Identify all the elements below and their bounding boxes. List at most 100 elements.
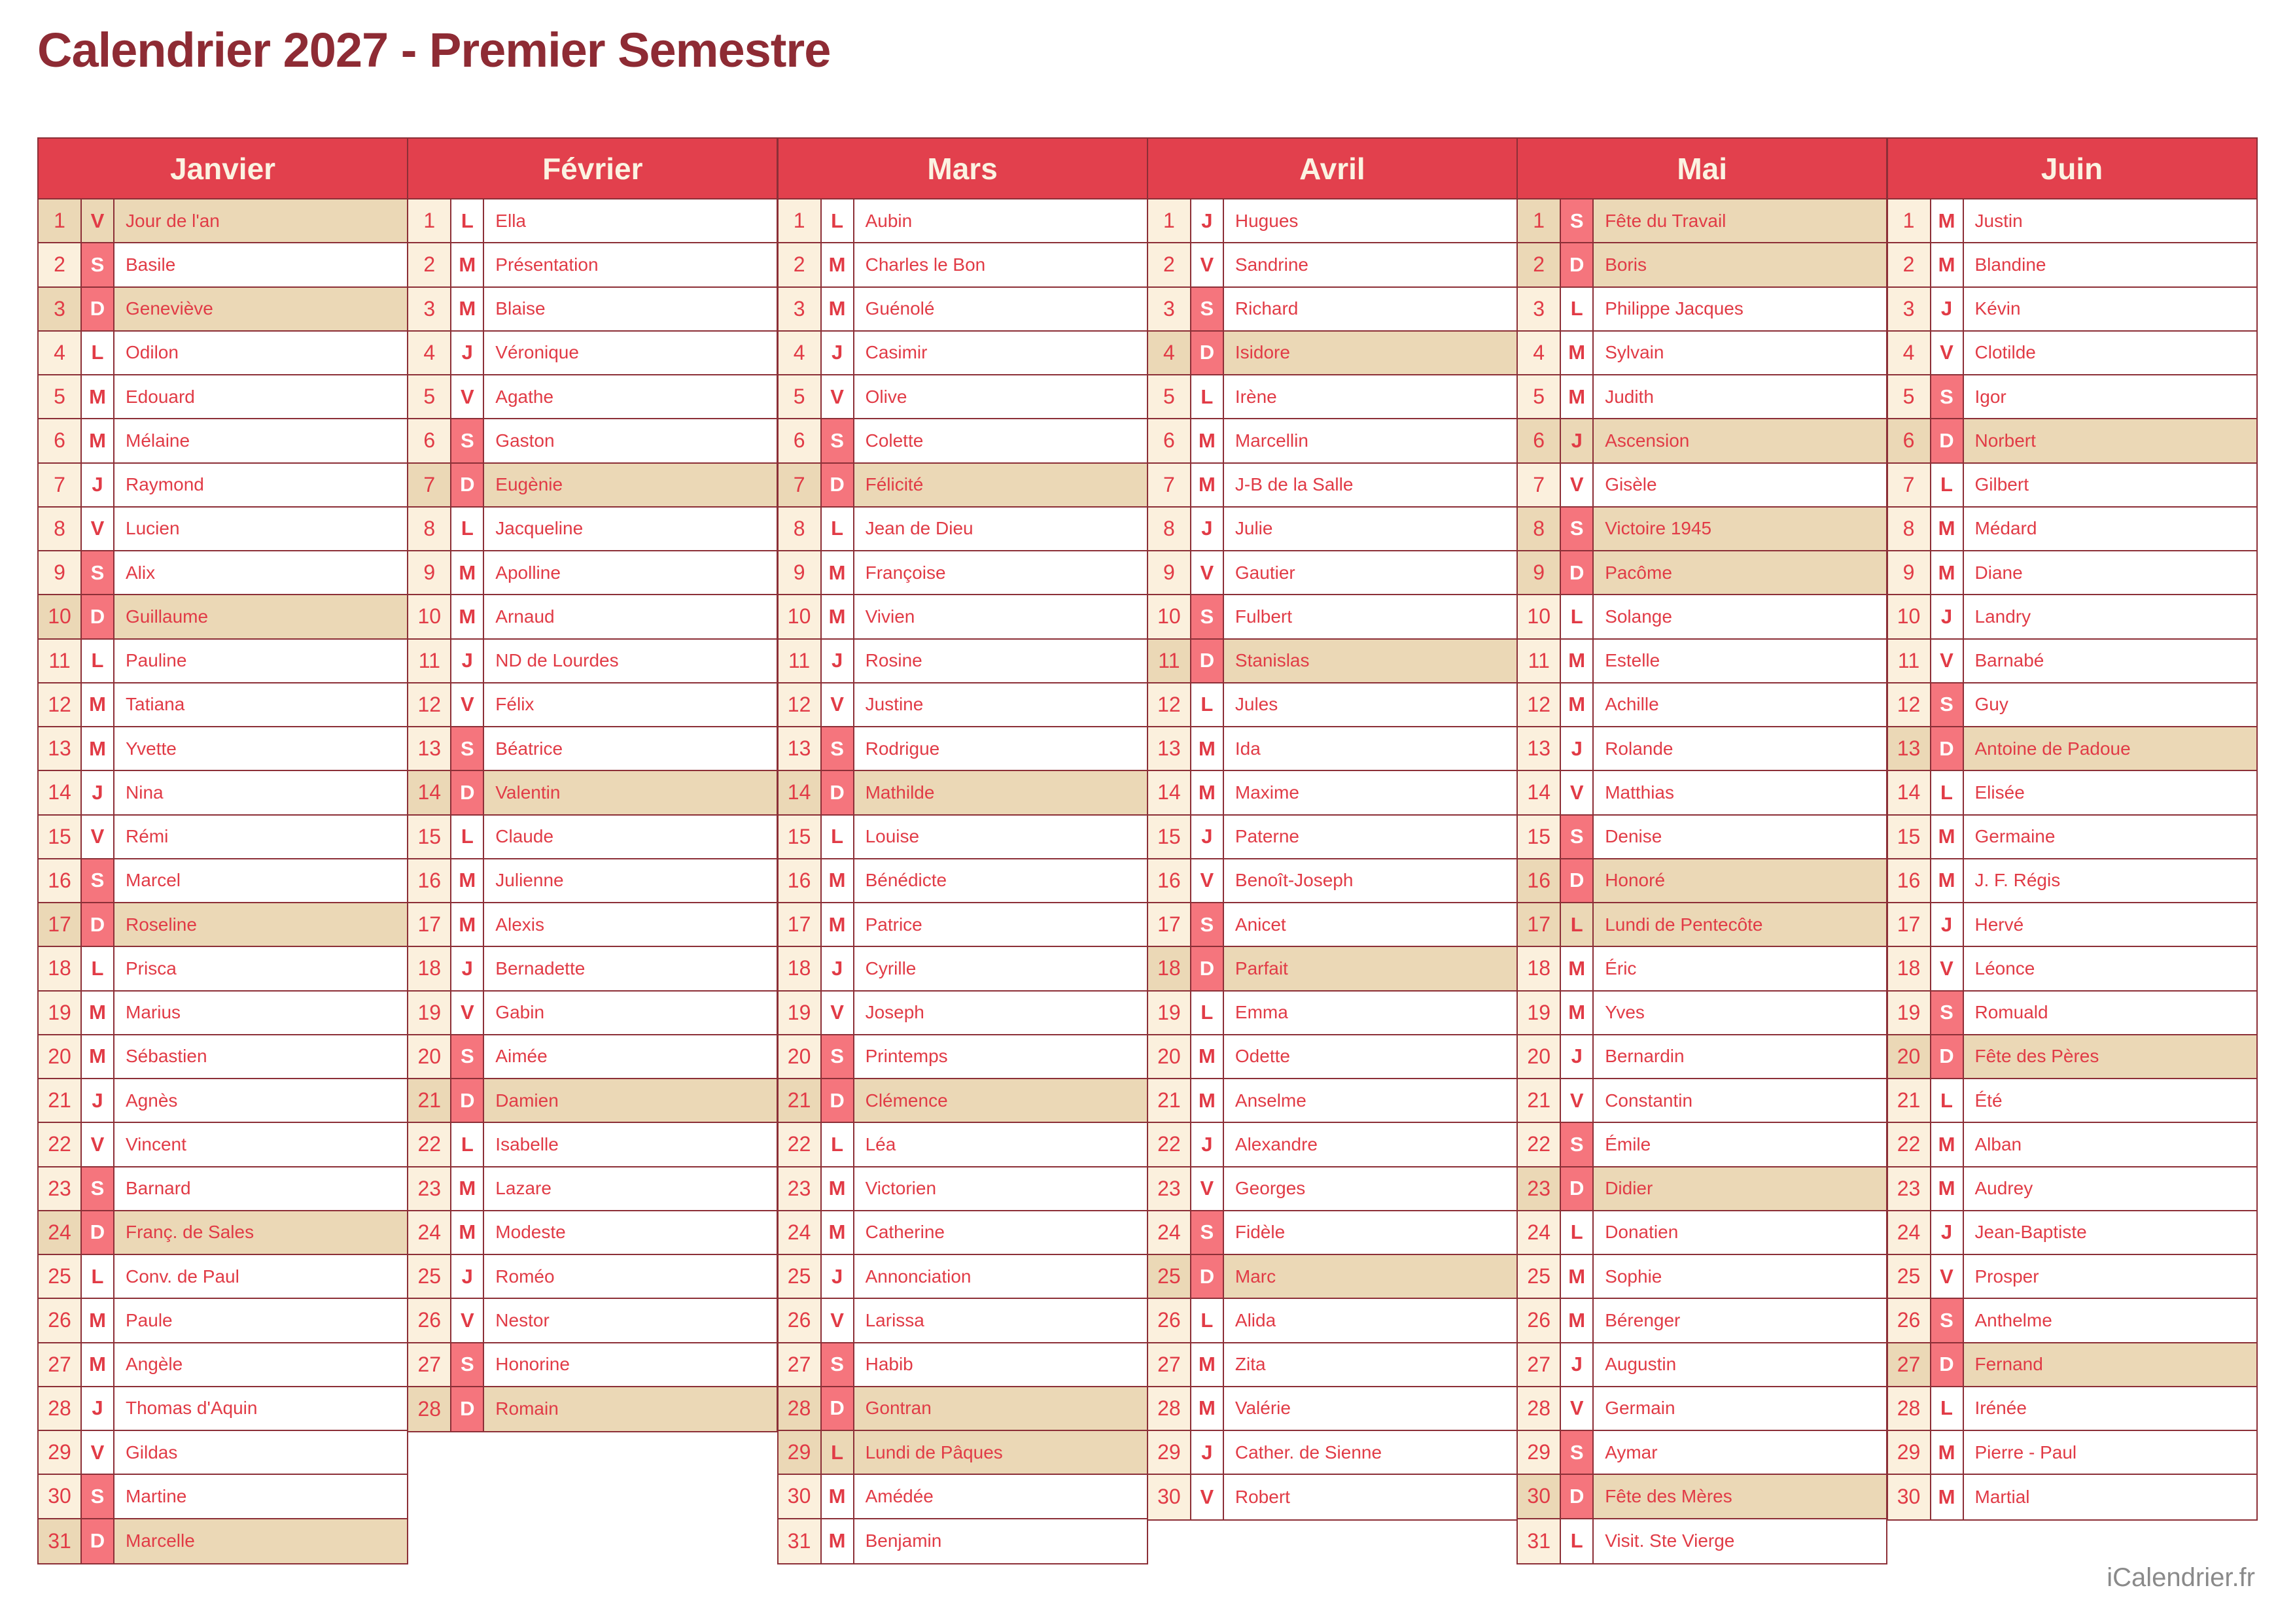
day-row: 25 L Conv. de Paul [39, 1255, 407, 1300]
day-row: 24 M Modeste [408, 1211, 777, 1255]
day-number: 28 [1887, 1387, 1931, 1430]
day-number: 29 [778, 1431, 822, 1474]
weekday-letter: D [82, 595, 114, 638]
day-number: 10 [778, 595, 822, 638]
day-number: 16 [1518, 859, 1562, 902]
day-row: 16 M Julienne [408, 859, 777, 903]
day-name: Victoire 1945 [1594, 507, 1887, 550]
weekday-letter: J [821, 947, 854, 990]
day-row: 17 M Alexis [408, 903, 777, 948]
day-row: 17 L Lundi de Pentecôte [1518, 903, 1887, 948]
day-name: Hervé [1963, 903, 2256, 946]
day-row: 21 M Anselme [1148, 1079, 1516, 1124]
day-row: 17 J Hervé [1887, 903, 2256, 948]
weekday-letter: J [1191, 199, 1224, 243]
day-number: 8 [1148, 507, 1191, 550]
day-number: 27 [778, 1343, 822, 1386]
day-row: 21 J Agnès [39, 1079, 407, 1124]
day-number: 30 [1518, 1475, 1562, 1518]
day-name: Prosper [1963, 1255, 2256, 1298]
day-row: 8 L Jean de Dieu [778, 507, 1147, 551]
day-name: Catherine [854, 1211, 1147, 1254]
day-number: 3 [39, 287, 82, 330]
day-name: Habib [854, 1343, 1147, 1386]
day-row: 25 V Prosper [1887, 1255, 2256, 1300]
day-number: 20 [1518, 1035, 1562, 1078]
day-name: Olive [854, 375, 1147, 419]
day-row: 2 M Charles le Bon [778, 243, 1147, 288]
day-row: 23 D Didier [1518, 1167, 1887, 1211]
day-row: 8 M Médard [1887, 507, 2256, 551]
day-row: 29 V Gildas [39, 1431, 407, 1476]
day-number: 2 [39, 243, 82, 286]
day-number: 21 [1887, 1079, 1931, 1122]
weekday-letter: D [451, 463, 485, 506]
day-row: 25 J Roméo [408, 1255, 777, 1300]
day-number: 22 [408, 1123, 452, 1166]
day-name: ND de Lourdes [484, 639, 777, 682]
day-row: 19 L Emma [1148, 991, 1516, 1035]
day-name: Alix [114, 551, 407, 595]
weekday-letter: D [82, 287, 114, 330]
day-number: 13 [778, 727, 822, 770]
weekday-letter: M [451, 287, 485, 330]
day-row: 6 S Gaston [408, 419, 777, 464]
day-row: 16 S Marcel [39, 859, 407, 903]
day-name: Irène [1223, 375, 1516, 419]
weekday-letter: M [1931, 1475, 1964, 1519]
day-number: 20 [1148, 1035, 1191, 1078]
day-row: 26 M Bérenger [1518, 1299, 1887, 1343]
weekday-letter: S [451, 1343, 485, 1386]
weekday-letter: D [451, 1387, 485, 1431]
day-number: 3 [408, 287, 452, 330]
weekday-letter: M [1931, 815, 1964, 858]
day-number: 19 [408, 991, 452, 1034]
day-number: 10 [1887, 595, 1931, 638]
day-number: 9 [778, 551, 822, 595]
weekday-letter: V [82, 815, 114, 858]
weekday-letter: S [1191, 287, 1224, 330]
day-name: Norbert [1963, 419, 2256, 462]
day-row: 27 M Angèle [39, 1343, 407, 1387]
day-name: Marius [114, 991, 407, 1034]
weekday-letter: D [1561, 243, 1594, 286]
weekday-letter: J [1931, 903, 1964, 946]
weekday-letter: J [451, 1255, 485, 1298]
day-row: 24 D Franç. de Sales [39, 1211, 407, 1255]
day-row: 21 L Été [1887, 1079, 2256, 1124]
weekday-letter: V [1931, 1255, 1964, 1298]
day-row: 10 J Landry [1887, 595, 2256, 640]
day-name: Françoise [854, 551, 1147, 595]
day-row: 25 D Marc [1148, 1255, 1516, 1300]
day-row: 18 D Parfait [1148, 947, 1516, 992]
weekday-letter: S [82, 243, 114, 286]
day-number: 7 [39, 463, 82, 506]
weekday-letter: S [82, 1475, 114, 1518]
day-name: Tatiana [114, 683, 407, 726]
day-name: Franç. de Sales [114, 1211, 407, 1254]
day-name: Conv. de Paul [114, 1255, 407, 1298]
day-number: 11 [1887, 639, 1931, 682]
weekday-letter: L [82, 331, 114, 374]
day-name: Guillaume [114, 595, 407, 638]
day-name: Paule [114, 1299, 407, 1342]
weekday-letter: D [1931, 419, 1964, 462]
day-number: 2 [778, 243, 822, 286]
day-row: 2 M Présentation [408, 243, 777, 288]
weekday-letter: M [821, 287, 854, 330]
weekday-letter: J [1191, 815, 1224, 858]
day-number: 23 [778, 1167, 822, 1210]
day-name: Julie [1223, 507, 1516, 550]
day-name: Georges [1223, 1167, 1516, 1210]
weekday-letter: M [1931, 551, 1964, 595]
day-row: 23 V Georges [1148, 1167, 1516, 1211]
day-number: 10 [408, 595, 452, 638]
day-name: Valérie [1223, 1387, 1516, 1430]
day-name: Lundi de Pâques [854, 1431, 1147, 1474]
day-name: Elisée [1963, 771, 2256, 814]
weekday-letter: V [451, 991, 485, 1034]
day-number: 8 [408, 507, 452, 550]
day-number: 28 [408, 1387, 452, 1431]
weekday-letter: L [1931, 1387, 1964, 1430]
day-number: 21 [1518, 1079, 1562, 1122]
